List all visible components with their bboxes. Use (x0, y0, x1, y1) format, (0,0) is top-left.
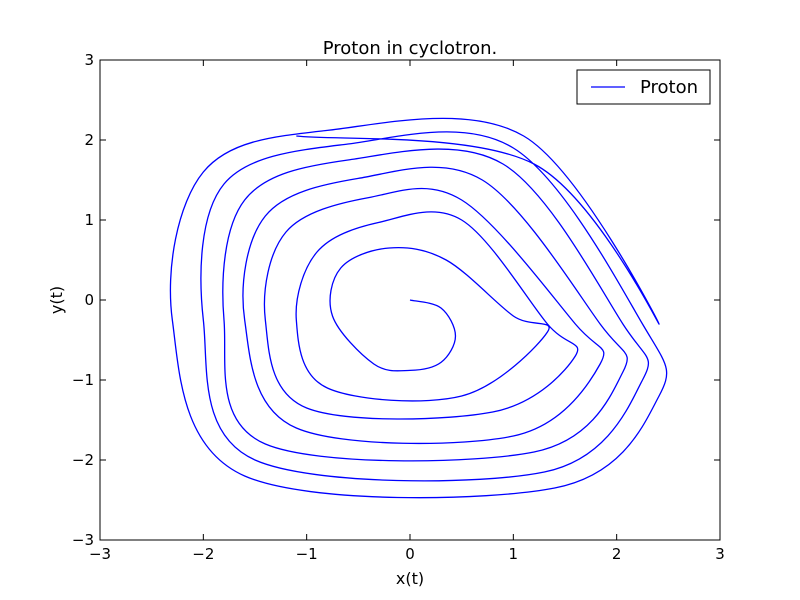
plot-frame (99, 59, 721, 541)
legend-label-proton: Proton (640, 77, 698, 98)
y-tick-label: −3 (72, 531, 94, 549)
y-tick-label: 2 (84, 131, 94, 149)
y-tick-label: 0 (84, 291, 94, 309)
series-line-proton (169, 117, 668, 499)
x-tick-label: −3 (89, 545, 111, 563)
x-axis-label: x(t) (396, 569, 424, 588)
y-tick-label: −2 (72, 451, 94, 469)
x-tick-label: 3 (715, 545, 725, 563)
series-layer (169, 117, 668, 499)
y-tick-label: −1 (72, 371, 94, 389)
x-tick-label: 1 (509, 545, 519, 563)
x-tick-label: 2 (612, 545, 622, 563)
y-tick-label: 1 (84, 211, 94, 229)
y-axis-label: y(t) (47, 286, 66, 314)
x-tick-label: 0 (405, 545, 415, 563)
chart-title: Proton in cyclotron. (323, 38, 498, 59)
x-tick-label: −2 (192, 545, 214, 563)
x-tick-label: −1 (296, 545, 318, 563)
tick-layer: −3 −2 −1 0 1 2 3 −3 −2 −1 0 1 2 3 (72, 51, 725, 563)
legend: Proton (576, 69, 711, 105)
y-tick-label: 3 (84, 51, 94, 69)
